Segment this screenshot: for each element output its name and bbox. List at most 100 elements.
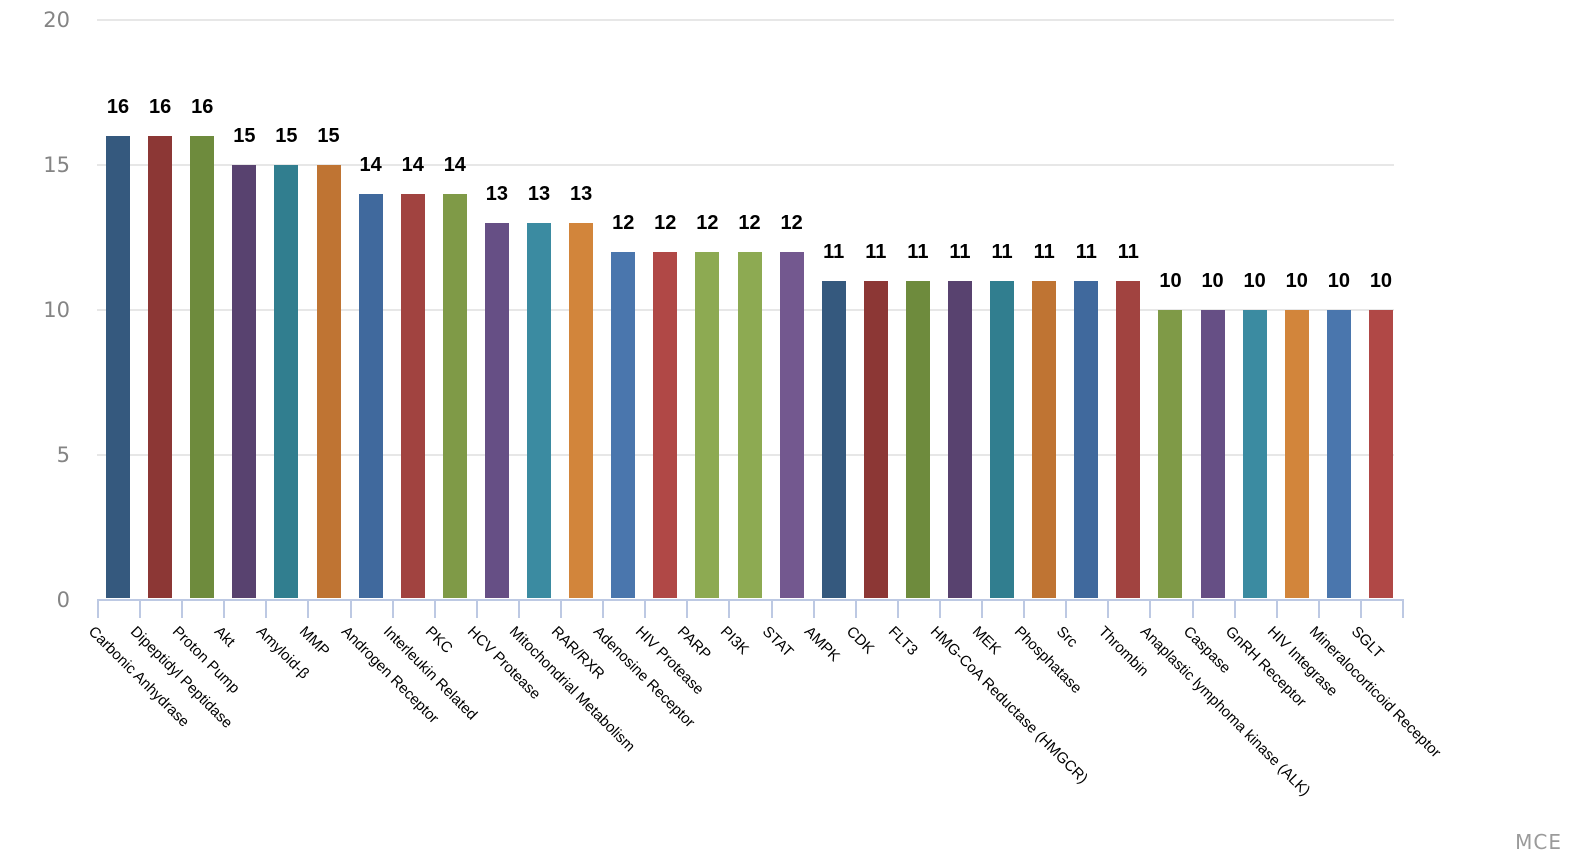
category-label: PKC [421,623,456,657]
category-label: AMPK [800,623,843,666]
y-axis-tick-label: 5 [56,443,70,467]
bar [274,165,299,598]
x-axis-tick [1317,600,1320,618]
x-axis-tick [602,600,605,618]
bar-value-label: 11 [1033,241,1055,263]
x-axis-tick [1275,600,1278,618]
x-axis-tick [896,600,899,618]
bar [821,281,846,598]
bar [863,281,888,598]
bar [1368,310,1393,598]
x-axis-tick [770,600,773,618]
x-axis-tick [728,600,731,618]
bar-value-label: 10 [1159,270,1182,292]
bar-value-label: 10 [1201,270,1224,292]
x-axis-tick [475,600,478,618]
bar [484,223,509,598]
x-axis-tick [97,600,99,618]
bar [1284,310,1309,598]
bar-value-label: 11 [1075,241,1097,263]
x-axis-tick [1023,600,1026,618]
bar-value-label: 13 [527,183,551,205]
bar-value-label: 10 [1327,270,1350,292]
x-axis-tick [433,600,436,618]
bar [947,281,972,598]
bar-value-label: 13 [569,183,593,205]
bar-value-label: 11 [823,241,845,263]
bar-value-label: 15 [275,125,298,147]
bar [527,223,552,598]
x-axis-tick [391,600,394,618]
bar-value-label: 10 [1243,270,1266,292]
x-axis-tick [1359,600,1362,618]
bar-value-label: 15 [317,125,340,147]
bar-value-label: 16 [106,96,130,118]
bar-value-label: 12 [696,212,719,234]
category-label: CDK [842,623,878,658]
bar-value-label: 16 [191,96,214,118]
category-label: PI3K [716,623,752,659]
bar [106,136,131,598]
x-axis-tick [981,600,984,618]
bar-value-label: 11 [949,241,971,263]
bar [232,165,257,598]
x-axis-tick [181,600,184,618]
bar [779,252,804,598]
bar-value-label: 15 [233,125,256,147]
category-label: STAT [758,623,797,661]
category-label: FLT3 [884,623,921,659]
bar [190,136,215,598]
bar [442,194,467,598]
bar [1116,281,1141,598]
x-axis-tick [1233,600,1236,618]
bar-value-label: 14 [401,154,424,176]
category-label: Akt [211,623,239,651]
bar [1200,310,1225,598]
x-axis-tick [812,600,815,618]
bar [737,252,762,598]
x-axis-tick [349,600,352,618]
y-axis-tick-label: 20 [43,8,70,32]
bar [1032,281,1057,598]
x-axis-tick [223,600,226,618]
x-axis-tick [1191,600,1194,618]
bar [400,194,425,598]
x-axis-tick [265,600,268,618]
x-axis-line [97,599,1404,601]
x-axis-tick [1402,600,1404,618]
x-axis-tick [1065,600,1068,618]
category-label: PARP [674,623,715,664]
bar [695,252,720,598]
x-axis-tick [1107,600,1110,618]
y-axis-tick-label: 10 [43,298,70,322]
x-axis-tick [686,600,689,618]
bar-value-label: 12 [612,212,635,234]
bar-value-label: 10 [1285,270,1308,292]
bar [653,252,678,598]
bar [1326,310,1351,598]
bar-value-label: 11 [865,241,887,263]
gridline [97,19,1394,21]
category-label: MEK [969,623,1005,659]
bar-value-label: 11 [907,241,929,263]
bar-value-label: 12 [654,212,677,234]
bar [569,223,594,598]
bar-value-label: 12 [780,212,803,234]
bar [1158,310,1183,598]
x-axis-tick [644,600,647,618]
category-label: MMP [295,623,333,660]
gridline [97,164,1394,166]
x-axis-tick [517,600,520,618]
x-axis-tick [854,600,857,618]
bar [148,136,173,598]
x-axis-tick [560,600,563,618]
bar [990,281,1015,598]
y-axis-tick-label: 0 [56,588,70,612]
bar-value-label: 10 [1369,270,1393,292]
category-label: SGLT [1347,623,1387,662]
category-label: HCV Protease [463,623,544,703]
bar-value-label: 14 [443,154,466,176]
bar [1242,310,1267,598]
mce-watermark: MCE [1515,830,1562,854]
